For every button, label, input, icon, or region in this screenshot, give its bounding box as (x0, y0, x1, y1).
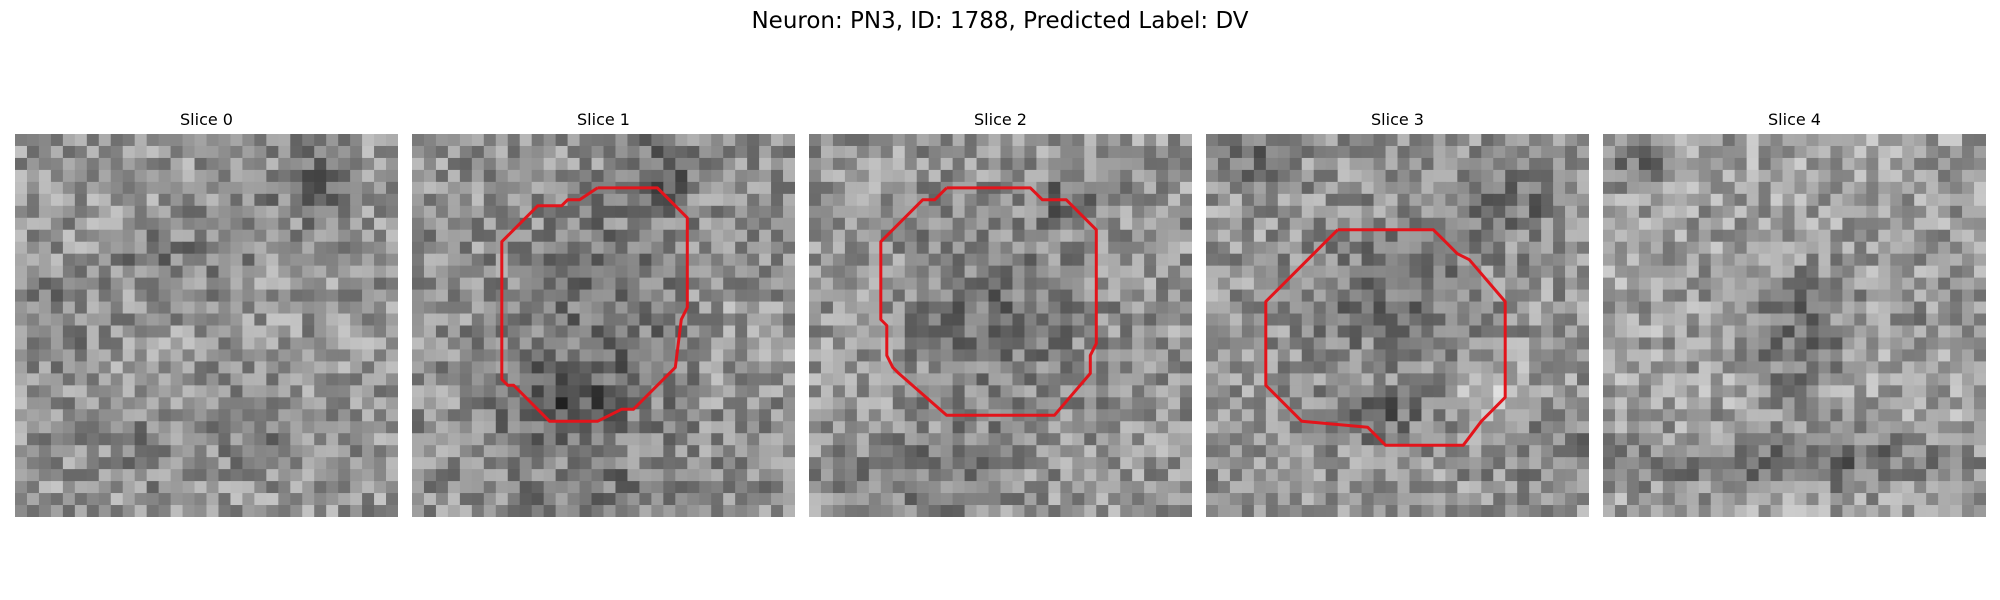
slice-texture (1206, 134, 1589, 517)
slice-title: Slice 1 (577, 110, 630, 129)
slice-texture (809, 134, 1192, 517)
slice-panel-1: Slice 1 (412, 108, 795, 517)
segmentation-contour (500, 186, 689, 423)
slice-texture (412, 134, 795, 517)
slice-title: Slice 0 (180, 110, 233, 129)
slice-image (412, 134, 795, 517)
slice-title: Slice 4 (1768, 110, 1821, 129)
slice-image (809, 134, 1192, 517)
slice-texture (1603, 134, 1986, 517)
slice-image (1206, 134, 1589, 517)
slice-title: Slice 3 (1371, 110, 1424, 129)
slice-image (15, 134, 398, 517)
slice-title: Slice 2 (974, 110, 1027, 129)
segmentation-contour (1264, 228, 1507, 447)
figure-title: Neuron: PN3, ID: 1788, Predicted Label: … (751, 8, 1249, 34)
segmentation-contour (879, 186, 1098, 417)
slice-panel-0: Slice 0 (15, 108, 398, 517)
slice-image (1603, 134, 1986, 517)
slice-panel-2: Slice 2 (809, 108, 1192, 517)
slice-panel-3: Slice 3 (1206, 108, 1589, 517)
slice-panel-4: Slice 4 (1603, 108, 1986, 517)
slice-texture (15, 134, 398, 517)
